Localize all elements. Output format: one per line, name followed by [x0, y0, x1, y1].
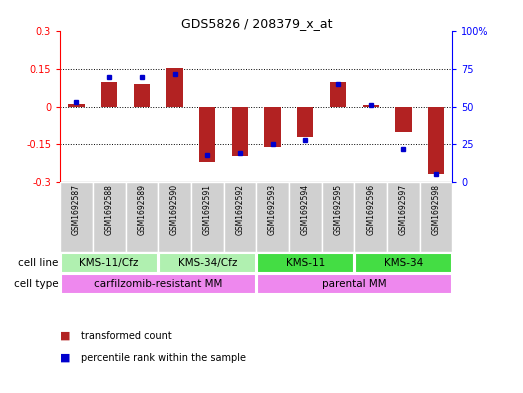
Bar [69, 104, 85, 107]
FancyBboxPatch shape [61, 253, 157, 273]
Text: GSM1692587: GSM1692587 [72, 184, 81, 235]
FancyBboxPatch shape [126, 182, 158, 252]
FancyBboxPatch shape [257, 274, 452, 294]
Text: GSM1692589: GSM1692589 [138, 184, 146, 235]
FancyBboxPatch shape [93, 182, 126, 252]
Bar [232, 107, 248, 156]
FancyBboxPatch shape [158, 182, 191, 252]
Bar [297, 107, 313, 137]
Bar [166, 68, 183, 107]
Bar [428, 107, 444, 174]
FancyBboxPatch shape [289, 182, 322, 252]
Bar [395, 107, 412, 132]
Text: KMS-11: KMS-11 [286, 258, 325, 268]
Text: transformed count: transformed count [81, 331, 172, 341]
Text: GSM1692591: GSM1692591 [203, 184, 212, 235]
Bar [199, 107, 215, 162]
Text: percentile rank within the sample: percentile rank within the sample [81, 353, 246, 363]
FancyBboxPatch shape [322, 182, 355, 252]
Bar [362, 105, 379, 107]
Text: cell line: cell line [18, 258, 59, 268]
FancyBboxPatch shape [355, 182, 387, 252]
Text: GSM1692598: GSM1692598 [431, 184, 440, 235]
Bar [101, 82, 117, 107]
Text: GSM1692595: GSM1692595 [334, 184, 343, 235]
Title: GDS5826 / 208379_x_at: GDS5826 / 208379_x_at [180, 17, 332, 30]
Bar [134, 84, 150, 107]
FancyBboxPatch shape [387, 182, 419, 252]
Text: GSM1692593: GSM1692593 [268, 184, 277, 235]
FancyBboxPatch shape [257, 253, 354, 273]
FancyBboxPatch shape [60, 182, 93, 252]
Text: cell type: cell type [14, 279, 59, 289]
Text: KMS-11/Cfz: KMS-11/Cfz [79, 258, 139, 268]
Text: GSM1692597: GSM1692597 [399, 184, 408, 235]
Text: parental MM: parental MM [322, 279, 386, 289]
Text: KMS-34: KMS-34 [384, 258, 423, 268]
FancyBboxPatch shape [224, 182, 256, 252]
Bar [265, 107, 281, 147]
FancyBboxPatch shape [419, 182, 452, 252]
Text: KMS-34/Cfz: KMS-34/Cfz [177, 258, 237, 268]
Text: GSM1692588: GSM1692588 [105, 184, 113, 235]
FancyBboxPatch shape [191, 182, 224, 252]
Text: GSM1692590: GSM1692590 [170, 184, 179, 235]
Text: ■: ■ [60, 331, 71, 341]
FancyBboxPatch shape [355, 253, 452, 273]
Bar [330, 82, 346, 107]
Text: ■: ■ [60, 353, 71, 363]
FancyBboxPatch shape [159, 253, 256, 273]
Text: GSM1692594: GSM1692594 [301, 184, 310, 235]
Text: GSM1692592: GSM1692592 [235, 184, 244, 235]
FancyBboxPatch shape [256, 182, 289, 252]
Text: carfilzomib-resistant MM: carfilzomib-resistant MM [94, 279, 222, 289]
FancyBboxPatch shape [61, 274, 256, 294]
Text: GSM1692596: GSM1692596 [366, 184, 375, 235]
